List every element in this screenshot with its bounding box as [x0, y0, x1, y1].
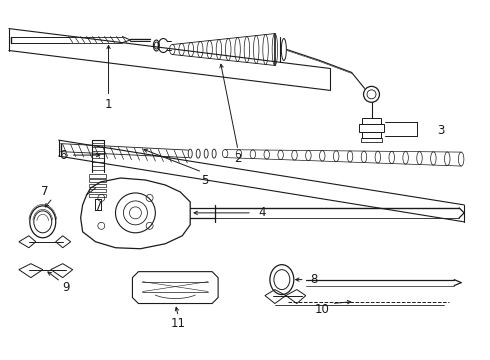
- Text: 5: 5: [201, 174, 209, 186]
- Text: 7: 7: [41, 185, 49, 198]
- Text: 4: 4: [258, 206, 266, 219]
- Text: 10: 10: [314, 303, 329, 316]
- Text: 1: 1: [105, 98, 112, 111]
- Text: 2: 2: [234, 152, 242, 165]
- Text: 6: 6: [59, 149, 67, 162]
- Text: 9: 9: [62, 281, 70, 294]
- Text: 11: 11: [171, 317, 186, 330]
- Text: 3: 3: [438, 124, 445, 137]
- Text: 8: 8: [310, 273, 318, 286]
